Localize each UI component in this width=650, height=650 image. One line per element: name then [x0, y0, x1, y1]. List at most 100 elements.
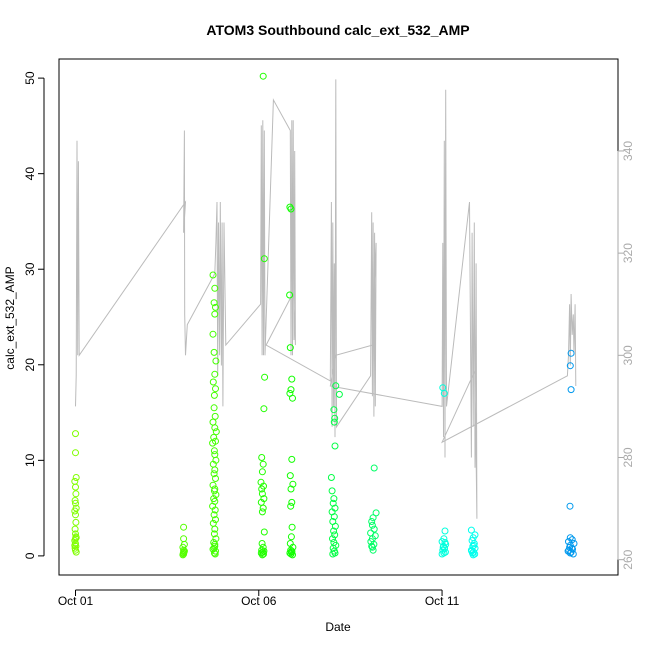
- data-point: [209, 481, 217, 489]
- data-point: [286, 291, 294, 299]
- data-point: [260, 547, 268, 555]
- data-point: [212, 385, 219, 393]
- data-point: [72, 518, 80, 526]
- data-point: [180, 550, 188, 558]
- data-point: [71, 507, 79, 515]
- data-point: [288, 498, 296, 506]
- y-axis-label: calc_ext_532_AMP: [3, 266, 17, 369]
- y-tick-label: 10: [23, 453, 37, 467]
- data-point: [287, 485, 295, 493]
- data-point: [72, 530, 79, 538]
- data-point: [209, 378, 217, 386]
- data-point: [286, 344, 294, 352]
- data-point: [567, 349, 575, 357]
- data-point: [468, 547, 476, 555]
- data-point: [331, 522, 339, 530]
- data-point: [72, 499, 79, 507]
- data-point: [72, 511, 79, 519]
- y-tick-label: 0: [23, 552, 37, 559]
- data-point: [72, 533, 80, 541]
- data-point: [210, 511, 218, 519]
- data-point: [180, 547, 188, 555]
- data-point: [329, 535, 336, 543]
- data-point: [258, 468, 266, 476]
- data-point: [566, 362, 574, 370]
- data-point: [209, 439, 217, 447]
- data-point: [71, 525, 79, 533]
- data-point: [439, 543, 447, 551]
- data-point: [210, 404, 218, 412]
- data-point: [369, 546, 377, 554]
- data-point: [369, 514, 377, 522]
- data-point: [211, 506, 219, 514]
- data-point: [328, 487, 336, 495]
- data-point: [71, 477, 79, 485]
- y2-tick-label: 260: [621, 549, 635, 569]
- data-point: [329, 499, 337, 507]
- data-point: [211, 540, 219, 548]
- data-point: [212, 516, 219, 524]
- data-point: [210, 530, 218, 538]
- data-point: [441, 539, 449, 546]
- data-point: [210, 348, 218, 356]
- y-tick-label: 40: [23, 167, 37, 181]
- data-point: [180, 535, 188, 543]
- data-point: [211, 466, 219, 474]
- data-point: [210, 391, 218, 399]
- data-point: [368, 542, 376, 550]
- data-point: [179, 551, 187, 559]
- data-point: [331, 531, 339, 539]
- data-point: [212, 357, 220, 365]
- data-point: [211, 310, 219, 318]
- y2-tick-label: 280: [621, 447, 635, 467]
- data-point: [211, 424, 219, 432]
- data-point: [210, 447, 218, 455]
- data-point: [212, 428, 220, 436]
- data-point: [209, 271, 217, 279]
- data-point: [210, 433, 218, 441]
- data-point: [260, 405, 268, 413]
- points-layer: [71, 72, 578, 559]
- data-point: [368, 543, 376, 551]
- data-point: [438, 550, 446, 558]
- data-point: [370, 525, 378, 533]
- y2-tick-label: 320: [621, 243, 635, 263]
- data-point: [287, 205, 295, 213]
- data-point: [287, 386, 295, 394]
- data-point: [72, 483, 79, 491]
- data-point: [289, 551, 296, 559]
- y-tick-label: 20: [23, 358, 37, 372]
- data-point: [259, 460, 267, 468]
- data-point: [330, 406, 338, 414]
- data-point: [331, 414, 339, 422]
- data-point: [288, 455, 296, 463]
- y-tick-label: 30: [23, 262, 37, 276]
- data-point: [210, 487, 218, 495]
- data-point: [211, 525, 219, 533]
- x-tick-label: Oct 01: [58, 594, 94, 608]
- data-point: [180, 523, 188, 531]
- data-point: [287, 533, 295, 541]
- x-axis-label: Date: [325, 620, 351, 634]
- data-point: [286, 472, 294, 480]
- data-point: [440, 389, 448, 397]
- data-point: [210, 544, 218, 552]
- data-point: [441, 527, 449, 535]
- data-point: [567, 386, 575, 394]
- y2-tick-label: 300: [621, 345, 635, 365]
- x-tick-label: Oct 11: [425, 594, 460, 608]
- data-point: [260, 528, 268, 536]
- data-point: [212, 475, 219, 482]
- data-point: [212, 303, 219, 311]
- data-point: [370, 464, 378, 472]
- data-point: [258, 454, 266, 461]
- data-point: [211, 451, 219, 459]
- data-point: [209, 418, 217, 426]
- data-point: [289, 480, 297, 488]
- data-point: [258, 490, 266, 498]
- data-point: [72, 474, 80, 481]
- data-point: [258, 508, 266, 516]
- data-point: [211, 284, 219, 292]
- data-point: [287, 546, 295, 554]
